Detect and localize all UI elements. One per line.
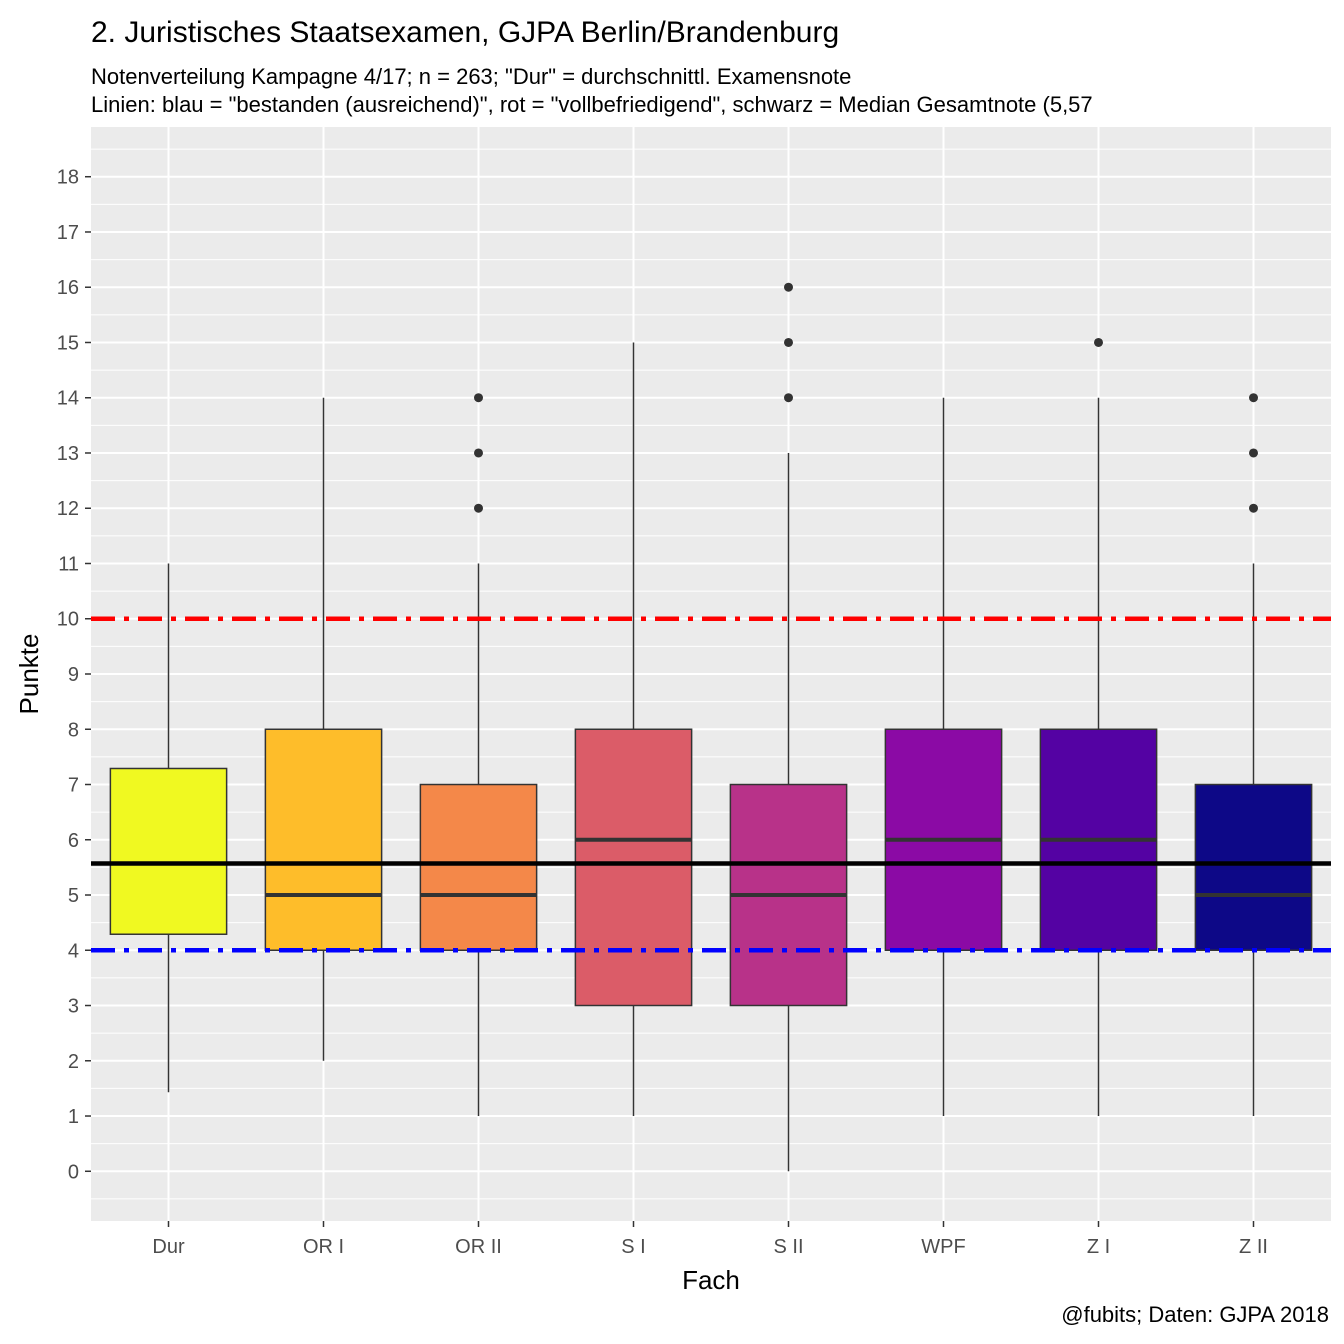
y-tick-label: 18 — [57, 167, 79, 189]
y-tick-label: 3 — [68, 996, 79, 1018]
y-tick-label: 5 — [68, 885, 79, 907]
outlier-point — [784, 337, 793, 347]
chart-subtitle-line1: Notenverteilung Kampagne 4/17; n = 263; … — [91, 64, 851, 89]
chart-caption: @fubits; Daten: GJPA 2018 — [1061, 1302, 1329, 1327]
outlier-point — [1249, 448, 1258, 458]
outlier-point — [1249, 393, 1258, 403]
outlier-point — [474, 393, 483, 403]
y-tick-label: 17 — [57, 222, 79, 244]
y-tick-label: 12 — [57, 498, 79, 520]
chart-subtitle-line2: Linien: blau = "bestanden (ausreichend)"… — [91, 92, 1093, 117]
x-axis: Dur OR I OR II S I S II WPF Z I Z II — [152, 1221, 1268, 1258]
outlier-point — [1249, 503, 1258, 513]
y-tick-label: 11 — [58, 553, 79, 575]
y-tick-label: 6 — [68, 830, 79, 852]
y-tick-label: 8 — [68, 719, 79, 741]
x-tick-label: Z I — [1087, 1236, 1110, 1258]
outlier-point — [474, 448, 483, 458]
y-tick-label: 0 — [68, 1161, 79, 1183]
y-tick-label: 1 — [68, 1106, 79, 1128]
outlier-point — [784, 393, 793, 403]
y-tick-label: 15 — [57, 332, 79, 354]
y-tick-label: 4 — [68, 940, 79, 962]
boxes — [109, 282, 1313, 1172]
y-tick-label: 7 — [68, 775, 79, 797]
x-axis-title: Fach — [682, 1265, 740, 1295]
box-body — [264, 728, 383, 952]
y-tick-label: 9 — [68, 664, 79, 686]
box-or-ii — [419, 393, 538, 1117]
outlier-point — [784, 282, 793, 292]
y-axis-title: Punkte — [14, 634, 44, 715]
box-z-ii — [1194, 393, 1313, 1117]
box-body — [1194, 783, 1313, 952]
box-wpf — [884, 397, 1003, 1117]
y-tick-label: 14 — [57, 388, 79, 410]
outlier-point — [1094, 337, 1103, 347]
x-tick-label: S I — [621, 1236, 645, 1258]
y-tick-label: 13 — [57, 443, 79, 465]
y-tick-label: 10 — [57, 609, 79, 631]
box-s-i — [574, 342, 693, 1117]
box-s-ii — [729, 282, 848, 1172]
outlier-point — [474, 503, 483, 513]
x-tick-label: WPF — [921, 1236, 965, 1258]
x-tick-label: Dur — [152, 1236, 185, 1258]
x-tick-label: S II — [773, 1236, 803, 1258]
x-tick-label: Z II — [1239, 1236, 1268, 1258]
y-tick-label: 16 — [57, 277, 79, 299]
reference-lines — [91, 616, 1331, 953]
box-or-i — [264, 397, 383, 1061]
box-body — [419, 783, 538, 952]
x-tick-label: OR I — [303, 1236, 344, 1258]
box-body — [574, 728, 693, 1007]
box-z-i — [1039, 337, 1158, 1117]
x-tick-label: OR II — [455, 1236, 502, 1258]
y-tick-label: 2 — [68, 1051, 79, 1073]
box-body — [109, 767, 228, 935]
chart-title: 2. Juristisches Staatsexamen, GJPA Berli… — [91, 16, 839, 49]
